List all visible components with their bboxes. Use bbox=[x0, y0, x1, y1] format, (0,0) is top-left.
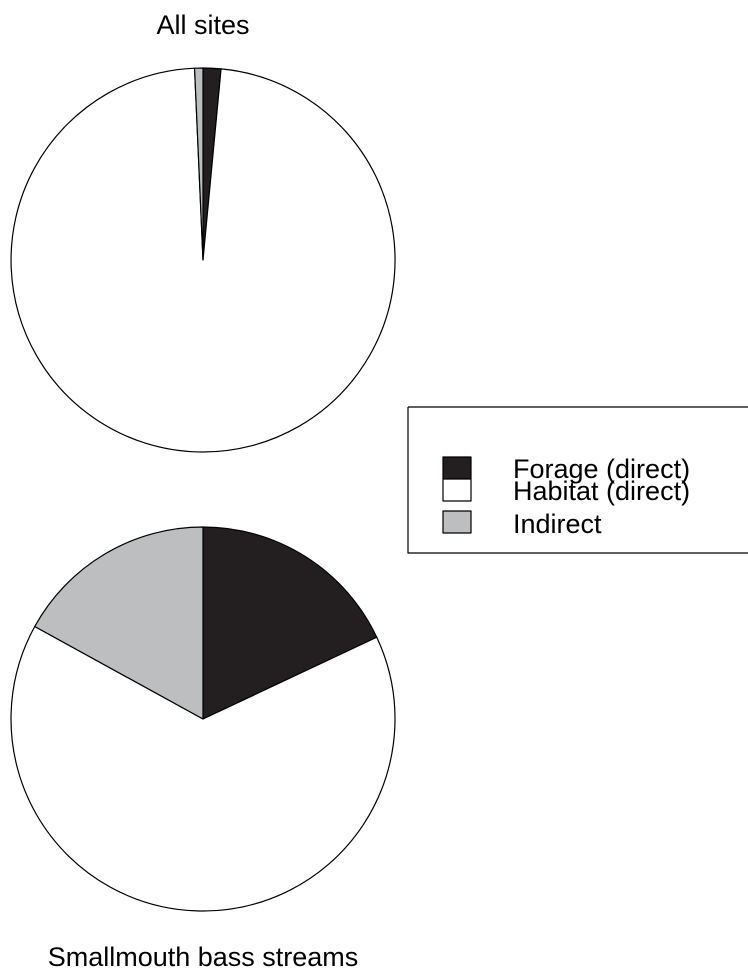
pie-slice-indirect bbox=[34, 526, 204, 720]
pie-chart-all-sites bbox=[10, 67, 396, 453]
pie-chart-smallmouth-bass-streams bbox=[10, 526, 396, 912]
pie-title-smallmouth-bass-streams: Smallmouth bass streams bbox=[48, 942, 359, 972]
legend-label-forage: Forage (direct) bbox=[513, 454, 690, 484]
legend-swatch-habitat bbox=[442, 478, 472, 502]
legend-swatch-indirect bbox=[442, 510, 472, 534]
legend-label-habitat: Habitat (direct) bbox=[513, 476, 690, 506]
legend-frame bbox=[407, 406, 748, 554]
legend-label-indirect: Indirect bbox=[513, 509, 602, 539]
pie-title-all-sites: All sites bbox=[156, 10, 249, 40]
pie-slice-indirect bbox=[193, 67, 204, 261]
pie-slice-habitat-direct bbox=[10, 625, 396, 912]
legend: Forage (direct) Habitat (direct) Indirec… bbox=[407, 406, 748, 554]
legend-swatch-forage bbox=[442, 456, 472, 480]
pie-slice-forage-direct bbox=[202, 526, 378, 720]
